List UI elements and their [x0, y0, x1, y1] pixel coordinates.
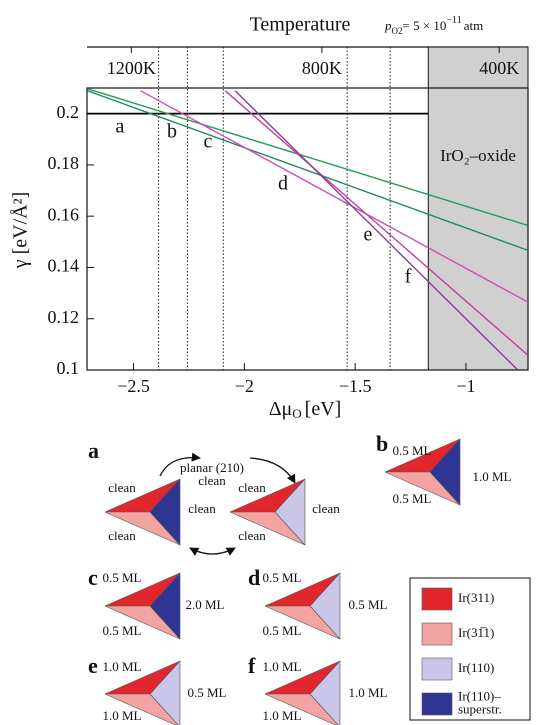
curve-label: c — [204, 131, 213, 153]
coverage-label: 0.5 ML — [263, 623, 302, 638]
pressure-rel: = 5 × 10 — [403, 18, 447, 33]
coverage-label: 0.5 ML — [103, 570, 142, 585]
y-tick-label: 0.14 — [48, 256, 80, 276]
y-tick-label: 0.2 — [57, 102, 80, 122]
legend-label: Ir(110) — [458, 660, 494, 675]
legend-swatch — [422, 693, 452, 715]
curve-label: d — [278, 173, 288, 195]
y-axis-label: γ [eV/Å²] — [10, 192, 32, 269]
arrow — [190, 548, 235, 554]
pressure-unit: atm — [464, 18, 484, 33]
top-axis-title: Temperature — [250, 14, 351, 36]
x-label-symbol: Δμ — [269, 398, 293, 420]
coverage-label: clean — [108, 528, 136, 543]
coverage-label: 1.0 ML — [263, 708, 302, 723]
y-tick-label: 0.18 — [48, 153, 80, 173]
coverage-label: 1.0 ML — [473, 469, 512, 484]
x-axis-label: ΔμO [eV] — [269, 398, 342, 421]
x-label-unit: [eV] — [305, 398, 342, 420]
oxide-label: IrO₂–oxide — [440, 146, 516, 165]
coverage-label: 0.5 ML — [393, 443, 432, 458]
legend-swatch — [422, 658, 452, 680]
panel-letter: f — [248, 653, 256, 678]
coverage-label: clean — [188, 501, 216, 516]
panel-letter: c — [88, 565, 98, 590]
coverage-label: clean — [312, 501, 340, 516]
y-tick-label: 0.16 — [48, 204, 80, 224]
curve-label: f — [405, 266, 412, 288]
curve-label: b — [167, 121, 177, 143]
panel-letter: b — [376, 431, 388, 456]
coverage-label: clean — [238, 480, 266, 495]
top-tick-label: 1200K — [107, 58, 156, 78]
oxide-region — [428, 47, 528, 370]
x-tick-label: −1.5 — [339, 376, 372, 396]
curve-label: e — [364, 224, 373, 246]
y-tick-label: 0.12 — [48, 307, 80, 327]
coverage-label: 0.5 ML — [188, 685, 227, 700]
legend-label: Ir(31̅1) — [458, 625, 494, 640]
pressure-sub: O2 — [392, 26, 403, 36]
coverage-label: 0.5 ML — [103, 623, 142, 638]
coverage-label: clean — [108, 480, 136, 495]
top-tick-label: 400K — [479, 58, 519, 78]
pressure-label: pO2= 5 × 10−11atm — [384, 15, 483, 36]
coverage-label: 1.0 ML — [349, 685, 388, 700]
legend-swatch — [422, 623, 452, 645]
x-tick-label: −1 — [456, 376, 475, 396]
coverage-label: 0.5 ML — [263, 570, 302, 585]
x-tick-label: −2.5 — [117, 376, 150, 396]
coverage-label: 1.0 ML — [263, 659, 302, 674]
pressure-exp: −11 — [446, 15, 461, 26]
legend-label: superstr. — [458, 701, 502, 716]
legend-swatch — [422, 588, 452, 610]
top-tick-label: 800K — [302, 58, 342, 78]
x-tick-label: −2 — [235, 376, 254, 396]
x-label-sub: O — [292, 406, 301, 421]
coverage-label: 0.5 ML — [349, 597, 388, 612]
panel-letter: d — [248, 565, 260, 590]
curve-label: a — [116, 116, 125, 138]
coverage-label: clean — [238, 528, 266, 543]
coverage-label: clean — [198, 473, 226, 488]
coverage-label: 1.0 ML — [103, 659, 142, 674]
coverage-label: 2.0 ML — [186, 597, 225, 612]
panel-letter: e — [88, 653, 98, 678]
coverage-label: 0.5 ML — [393, 491, 432, 506]
legend-label: Ir(311) — [458, 590, 494, 605]
coverage-label: 1.0 ML — [103, 708, 142, 723]
panel-letter: a — [88, 438, 99, 463]
y-tick-label: 0.1 — [57, 358, 80, 378]
